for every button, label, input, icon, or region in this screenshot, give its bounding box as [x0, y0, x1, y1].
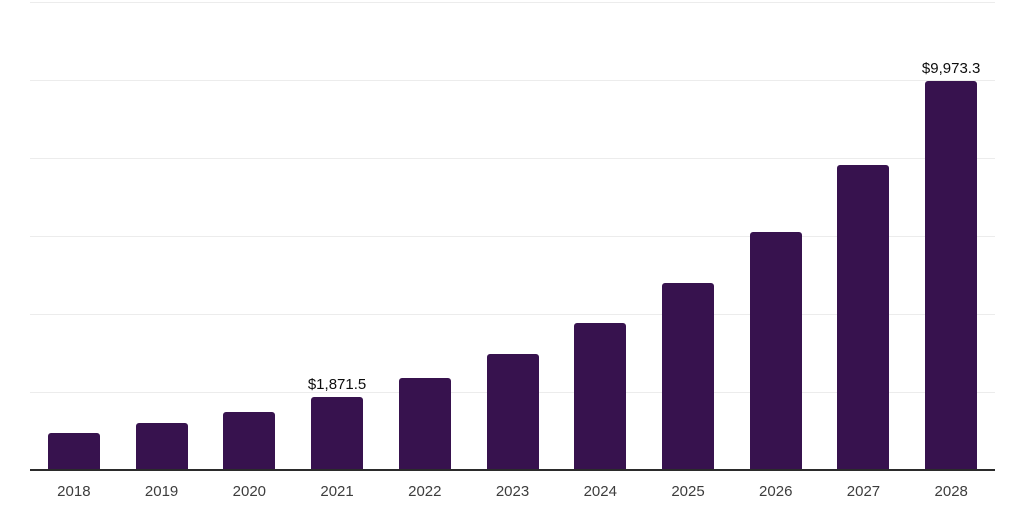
- x-axis-labels: 2018 2019 2020 2021 2022 2023 2024 2025 2026 2027…: [30, 483, 995, 501]
- plot-area: $1,871.5 $9,973.3: [30, 2, 995, 471]
- bar-2025: [661, 283, 714, 470]
- x-tick-2020: 2020: [232, 483, 267, 500]
- bar-2020: [223, 411, 276, 470]
- bar-2021: [311, 397, 364, 470]
- bar-2022: [398, 378, 451, 470]
- value-label-2021: $1,871.5: [307, 376, 367, 394]
- gridline-y-8000: [30, 158, 995, 159]
- x-tick-2027: 2027: [846, 483, 881, 500]
- x-tick-2026: 2026: [759, 483, 793, 500]
- x-axis-line: [30, 469, 995, 471]
- bar-2019: [135, 423, 188, 470]
- bar-2028: [925, 81, 978, 470]
- gridline-y-6000: [30, 236, 995, 237]
- x-tick-2021: 2021: [320, 483, 354, 500]
- gridline-y-4000: [30, 314, 995, 315]
- gridline-y-12000: [30, 2, 995, 3]
- value-label-2028: $9,973.3: [921, 60, 981, 78]
- x-tick-2023: 2023: [495, 483, 530, 500]
- bar-2024: [574, 322, 627, 470]
- bar-2027: [837, 165, 890, 470]
- x-tick-2028: 2028: [934, 483, 968, 500]
- x-tick-2022: 2022: [408, 483, 442, 500]
- bar-2026: [749, 231, 802, 470]
- x-tick-2025: 2025: [671, 483, 705, 500]
- x-tick-2019: 2019: [144, 483, 179, 500]
- gridline-y-10000: [30, 80, 995, 81]
- x-tick-2024: 2024: [583, 483, 617, 500]
- bar-2018: [47, 432, 100, 470]
- bar-2023: [486, 353, 539, 470]
- x-tick-2018: 2018: [57, 483, 91, 500]
